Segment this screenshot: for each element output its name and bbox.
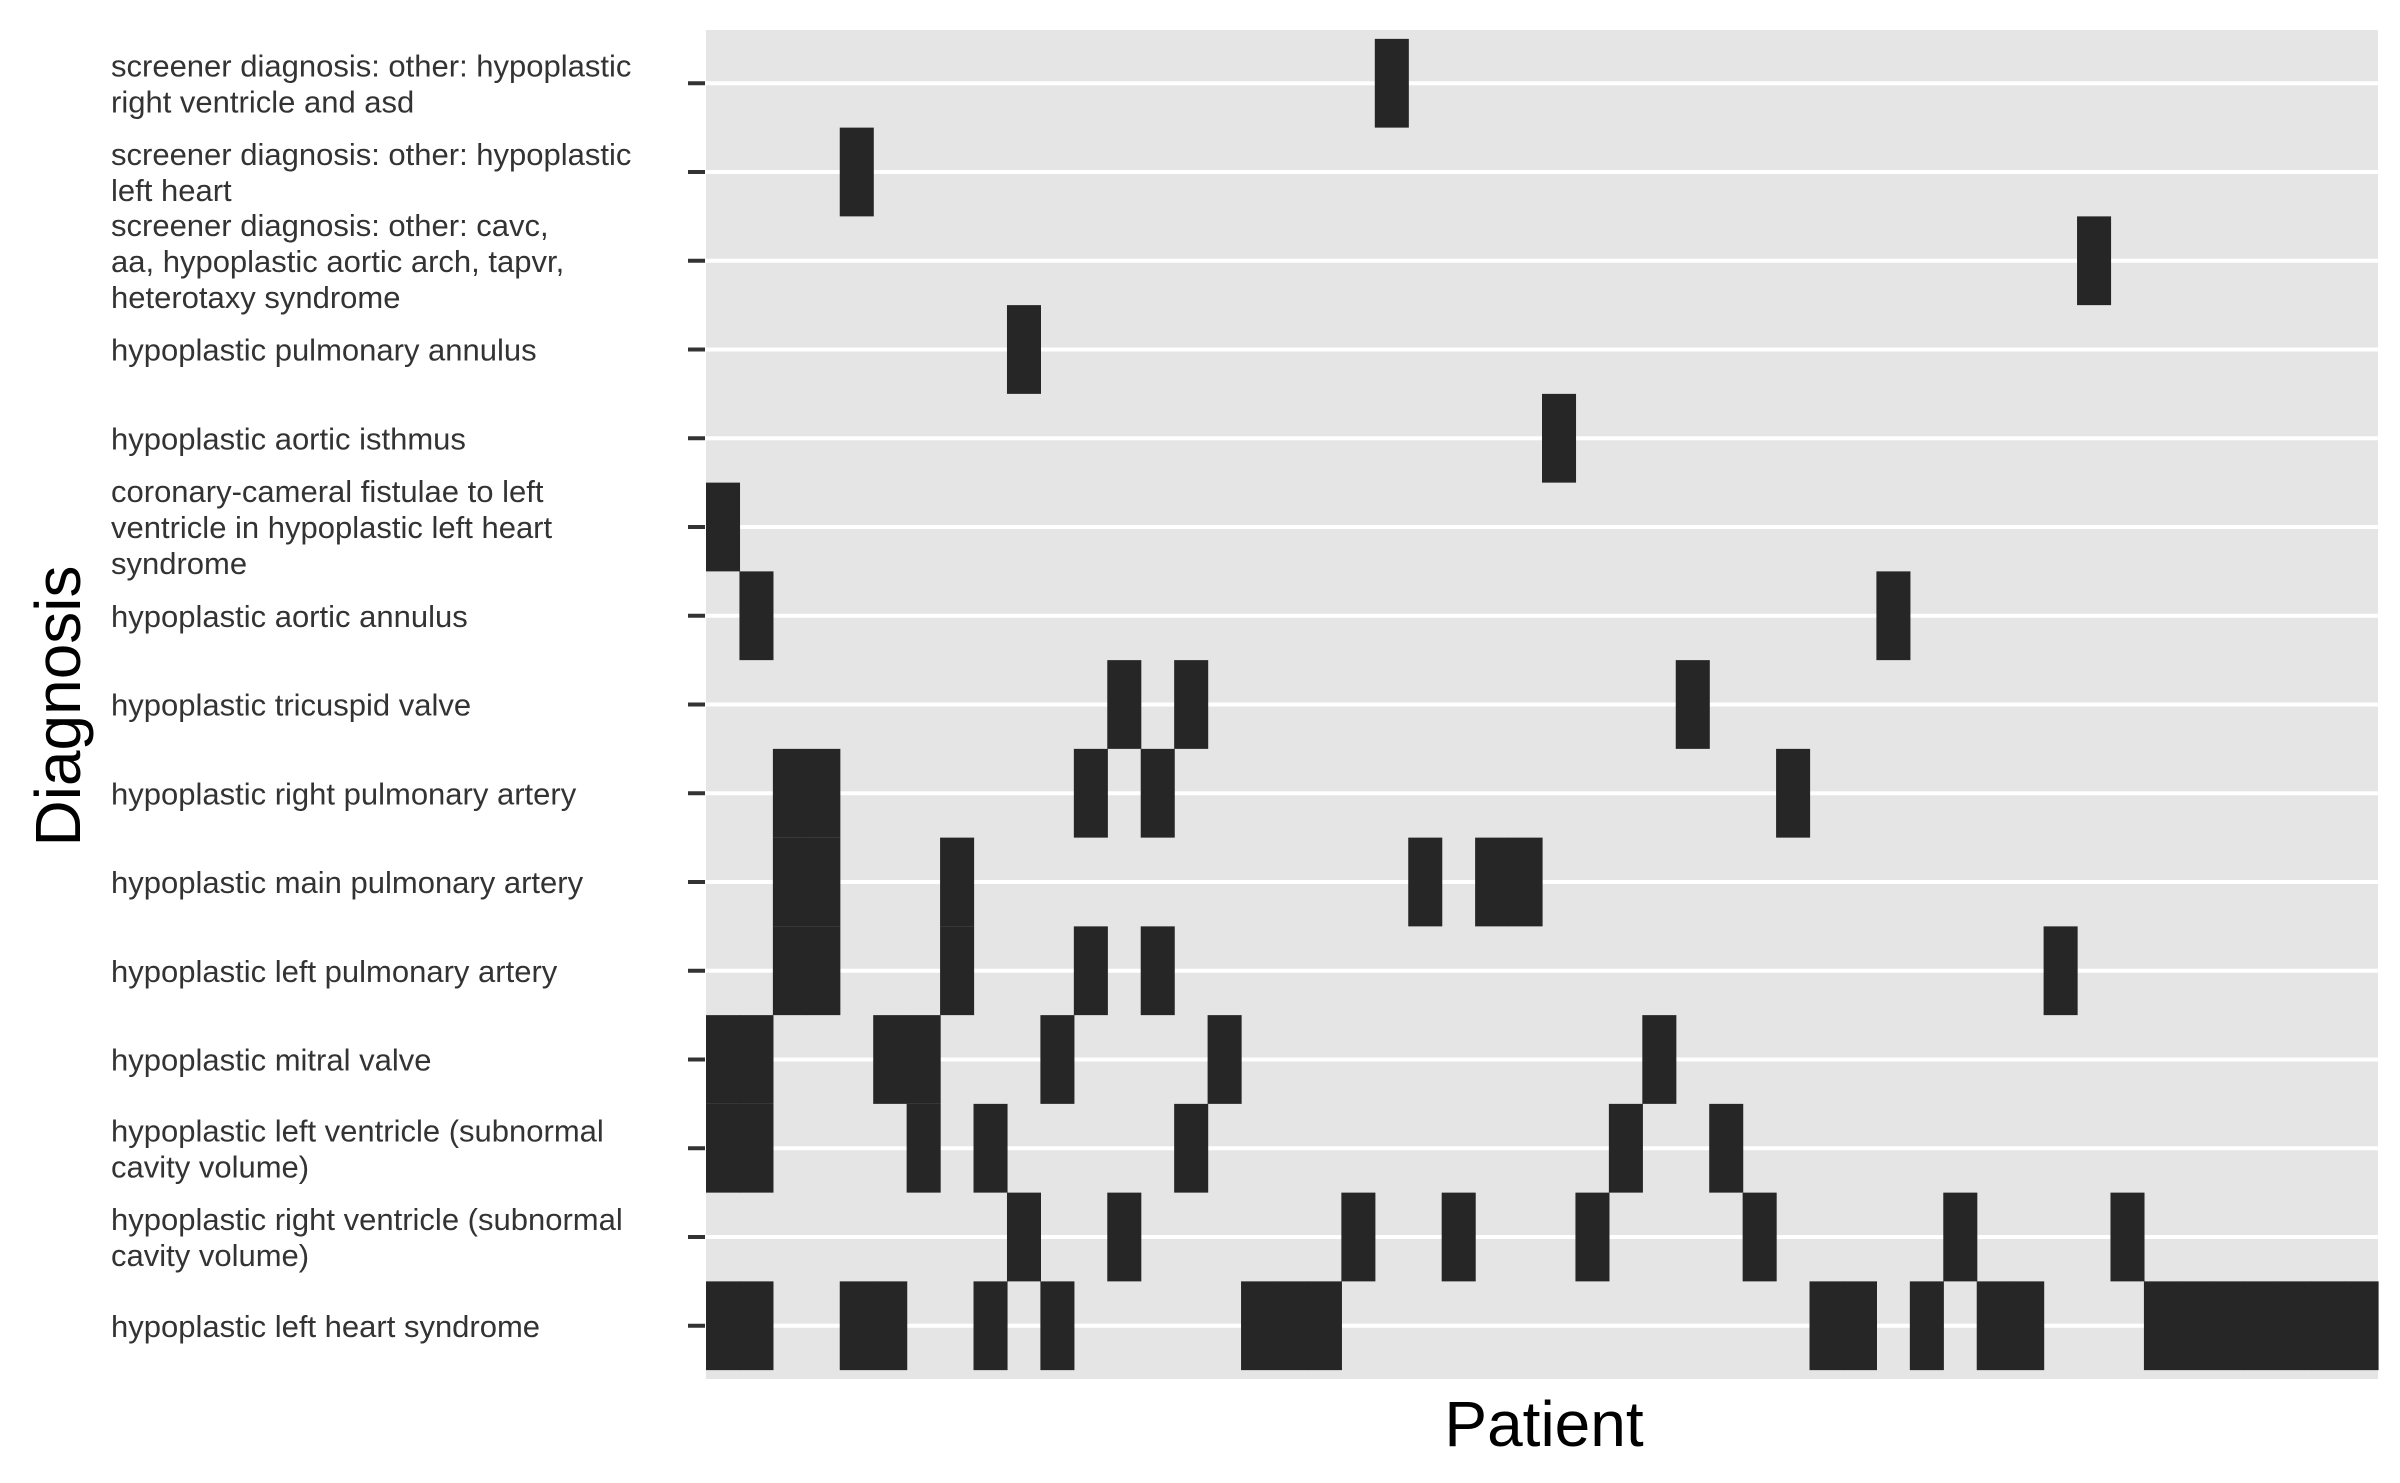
heatmap-tile [1776, 748, 1811, 838]
heatmap-tile [2010, 1281, 2045, 1371]
heatmap-tile [806, 837, 841, 927]
heatmap-tile [1876, 571, 1911, 661]
heatmap-tile [2277, 1281, 2312, 1371]
y-tick-label: hypoplastic left heart syndrome [111, 1309, 540, 1344]
heatmap-tile [1542, 393, 1577, 483]
heatmap-tile [2077, 216, 2112, 306]
heatmap-tile [2210, 1281, 2245, 1371]
heatmap-tile [1943, 1192, 1978, 1282]
heatmap-tile [839, 127, 874, 217]
heatmap-tile [1006, 1192, 1041, 1282]
x-axis-title: Patient [1444, 1388, 1643, 1460]
heatmap-tile [1174, 660, 1209, 749]
heatmap-tile [1307, 1281, 1342, 1371]
y-tick-label: hypoplastic left ventricle (subnormal cav… [111, 1113, 604, 1184]
y-tick-label: screener diagnosis: other: hypoplastic le… [111, 137, 631, 208]
heatmap-tile [839, 1281, 874, 1371]
heatmap-tile [1274, 1281, 1309, 1371]
heatmap-tile [1642, 1015, 1677, 1104]
heatmap-tile [873, 1015, 908, 1104]
heatmap-tile [1976, 1281, 2011, 1371]
y-tick-label: hypoplastic mitral valve [111, 1043, 431, 1078]
heatmap-tile [772, 837, 807, 927]
heatmap-tile [706, 1103, 741, 1193]
heatmap-tile [2177, 1281, 2212, 1371]
y-tick-label: screener diagnosis: other: hypoplastic ri… [111, 48, 631, 119]
y-tick-label: hypoplastic tricuspid valve [111, 688, 471, 723]
heatmap-tile [873, 1281, 908, 1371]
heatmap-tile [1842, 1281, 1877, 1371]
heatmap-tile [906, 1015, 941, 1104]
heatmap-tile [2143, 1281, 2178, 1371]
heatmap-tile [1073, 748, 1108, 838]
heatmap-tile [706, 1015, 741, 1104]
y-tick-label: hypoplastic pulmonary annulus [111, 333, 537, 368]
heatmap-tile [1040, 1281, 1075, 1371]
heatmap-tile [1709, 1103, 1744, 1193]
heatmap-tile [806, 748, 841, 838]
heatmap-tile [1909, 1281, 1944, 1371]
heatmap-tile [1408, 837, 1443, 927]
heatmap-tile [1608, 1103, 1643, 1193]
y-axis: screener diagnosis: other: hypoplastic ri… [111, 48, 705, 1344]
heatmap-tile [1040, 1015, 1075, 1104]
y-axis-title: Diagnosis [22, 565, 94, 846]
y-tick-label: hypoplastic main pulmonary artery [111, 865, 584, 900]
heatmap-tile [2344, 1281, 2379, 1371]
heatmap-tile [1341, 1192, 1376, 1282]
heatmap-tile [1241, 1281, 1276, 1371]
heatmap-tile [1475, 837, 1510, 927]
tile-layer [706, 38, 2379, 1371]
heatmap-tile [1809, 1281, 1844, 1371]
heatmap-tile [1675, 660, 1710, 749]
heatmap-tile [1006, 305, 1041, 394]
heatmap-tile [1441, 1192, 1476, 1282]
heatmap-tile [2244, 1281, 2279, 1371]
heatmap-tile [772, 748, 807, 838]
y-tick-label: hypoplastic aortic annulus [111, 599, 468, 634]
plot-panel [706, 30, 2378, 1379]
y-tick-label: hypoplastic left pulmonary artery [111, 954, 558, 989]
heatmap-tile [706, 482, 741, 572]
heatmap-tile [2110, 1192, 2145, 1282]
heatmap-tile [1140, 748, 1175, 838]
heatmap-tile [1140, 926, 1175, 1016]
heatmap-tile [940, 837, 975, 927]
heatmap-tile [1207, 1015, 1242, 1104]
heatmap-tile [806, 926, 841, 1016]
heatmap-tile [739, 1015, 774, 1104]
y-tick-label: coronary-cameral fistulae to left ventric… [111, 474, 553, 581]
y-tick-label: hypoplastic right pulmonary artery [111, 776, 577, 811]
heatmap-tile [772, 926, 807, 1016]
heatmap-tile [973, 1103, 1008, 1193]
y-tick-label: hypoplastic aortic isthmus [111, 421, 466, 456]
y-tick-label: screener diagnosis: other: cavc, aa, hypo… [111, 208, 564, 315]
y-tick-label: hypoplastic right ventricle (subnormal ca… [111, 1202, 623, 1273]
heatmap-tile [1107, 1192, 1142, 1282]
heatmap-tile [1174, 1103, 1209, 1193]
heatmap-tile [906, 1103, 941, 1193]
heatmap-tile [739, 571, 774, 661]
heatmap-tile [973, 1281, 1008, 1371]
heatmap-tile [739, 1103, 774, 1193]
heatmap-tile [1742, 1192, 1777, 1282]
heatmap-tile [739, 1281, 774, 1371]
heatmap-tile [2043, 926, 2078, 1016]
heatmap-tile [706, 1281, 741, 1371]
heatmap-tile [2311, 1281, 2346, 1371]
heatmap-tile [1575, 1192, 1610, 1282]
heatmap-tile [1107, 660, 1142, 749]
heatmap-tile [1073, 926, 1108, 1016]
heatmap-tile [940, 926, 975, 1016]
heatmap-tile [1508, 837, 1543, 927]
heatmap-tile [1374, 38, 1409, 128]
